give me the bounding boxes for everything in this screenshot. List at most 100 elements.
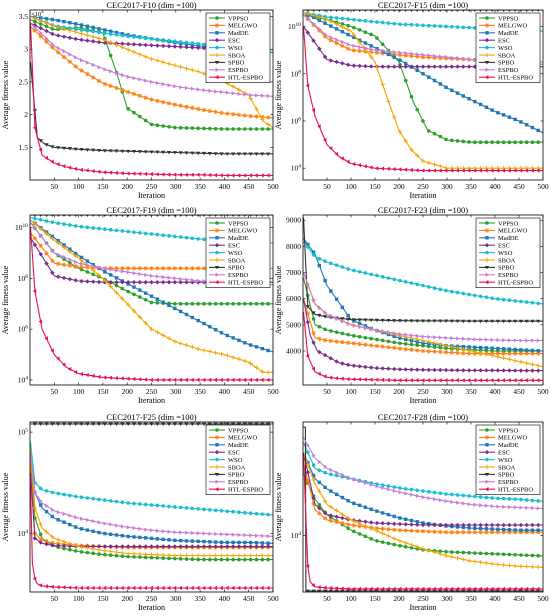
espbo-marker: [85, 60, 90, 65]
legend-entry: HTL-ESPBO: [498, 487, 533, 494]
espbo-marker: [421, 52, 425, 58]
plot-frame: [302, 214, 544, 386]
htl-espbo-marker: [149, 585, 153, 591]
esc-marker: [149, 544, 154, 549]
melgwo-marker: [478, 530, 483, 535]
esc-marker: [536, 368, 541, 373]
madde-marker: [85, 259, 90, 263]
wso-marker: [421, 489, 425, 493]
sboa-marker: [125, 551, 131, 556]
esc-marker: [420, 64, 426, 69]
madde-marker: [237, 338, 241, 343]
spbo-marker: [214, 215, 217, 217]
wso-marker: [137, 35, 142, 40]
spbo-marker: [143, 150, 148, 154]
wso-marker: [478, 294, 483, 299]
madde-marker: [56, 518, 60, 522]
esc-marker: [345, 362, 351, 367]
htl-espbo-marker: [242, 585, 247, 591]
melgwo-marker: [85, 71, 90, 77]
madde-marker: [103, 531, 107, 536]
melgwo-marker: [380, 344, 385, 349]
htl-espbo-marker: [472, 168, 477, 173]
espbo-marker: [190, 86, 195, 91]
vppso-marker: [202, 557, 206, 562]
wso-marker: [340, 265, 345, 269]
madde-marker: [432, 78, 437, 83]
madde-marker: [248, 540, 253, 545]
spbo-marker: [68, 215, 72, 217]
vppso-marker: [507, 140, 512, 145]
series-markers-htl-espbo: [32, 576, 270, 591]
legend: VPPSOMELGWOMadDEESCWSOSBOASPBOESPBOHTL-E…: [475, 12, 541, 83]
esc-marker: [90, 39, 96, 44]
sboa-marker: [190, 344, 195, 350]
wso-marker: [398, 278, 402, 283]
vppso-marker: [266, 302, 270, 306]
htl-espbo-marker: [32, 288, 37, 294]
espbo-marker: [237, 91, 241, 97]
esc-marker: [166, 44, 172, 49]
spbo-marker: [248, 422, 253, 427]
madde-marker: [334, 492, 339, 497]
vppso-marker: [403, 544, 408, 549]
htl-espbo-marker: [415, 378, 419, 383]
legend-entry: MELGWO: [498, 23, 528, 30]
y-tick-label: 104: [18, 529, 29, 538]
sboa-marker: [530, 564, 535, 570]
madde-marker: [108, 29, 113, 33]
esc-marker: [363, 364, 368, 370]
esc-marker: [311, 38, 316, 43]
madde-marker: [190, 539, 195, 543]
wso-marker: [44, 489, 49, 493]
espbo-marker: [438, 54, 443, 59]
wso-marker: [334, 16, 339, 20]
espbo-marker: [196, 531, 201, 536]
vppso-marker: [126, 106, 130, 111]
melgwo-marker: [512, 351, 518, 356]
sboa-marker: [260, 369, 265, 374]
vppso-marker: [266, 557, 270, 562]
spbo-marker: [108, 149, 113, 153]
esc-marker: [340, 61, 345, 66]
madde-marker: [484, 105, 489, 109]
sboa-marker: [415, 337, 420, 342]
melgwo-marker: [397, 346, 403, 351]
htl-espbo-marker: [161, 585, 165, 591]
spbo-marker: [502, 10, 505, 12]
htl-espbo-marker: [369, 165, 373, 170]
htl-espbo-marker: [91, 585, 95, 591]
espbo-marker: [502, 338, 506, 343]
sboa-marker: [38, 522, 43, 527]
htl-espbo-marker: [426, 168, 431, 173]
madde-marker: [103, 28, 107, 32]
spbo-marker: [255, 215, 258, 217]
esc-marker: [438, 522, 443, 528]
y-tick-label: 7000: [286, 268, 301, 277]
esc-marker: [449, 367, 454, 373]
spbo-marker: [341, 10, 344, 12]
melgwo-marker: [201, 266, 207, 271]
espbo-marker: [126, 525, 131, 530]
spbo-marker: [249, 215, 252, 217]
legend-entry: ESPBO: [498, 479, 519, 486]
sboa-marker: [317, 489, 322, 494]
esc-marker: [73, 36, 78, 42]
x-tick-label: 150: [97, 182, 109, 191]
vppso-marker: [496, 140, 500, 145]
series-markers-espbo: [33, 490, 271, 539]
htl-espbo-marker: [50, 348, 54, 353]
esc-marker: [351, 63, 357, 68]
spbo-marker: [306, 10, 310, 12]
madde-marker: [208, 324, 212, 329]
spbo-marker: [144, 215, 147, 217]
wso-marker: [97, 30, 101, 35]
x-tick-label: 50: [51, 387, 59, 396]
spbo-marker: [80, 215, 83, 217]
htl-espbo-marker: [421, 586, 425, 592]
madde-marker: [473, 345, 477, 349]
espbo-marker: [132, 270, 137, 276]
spbo-marker: [149, 150, 154, 154]
melgwo-marker: [190, 105, 195, 111]
espbo-marker: [404, 50, 408, 56]
